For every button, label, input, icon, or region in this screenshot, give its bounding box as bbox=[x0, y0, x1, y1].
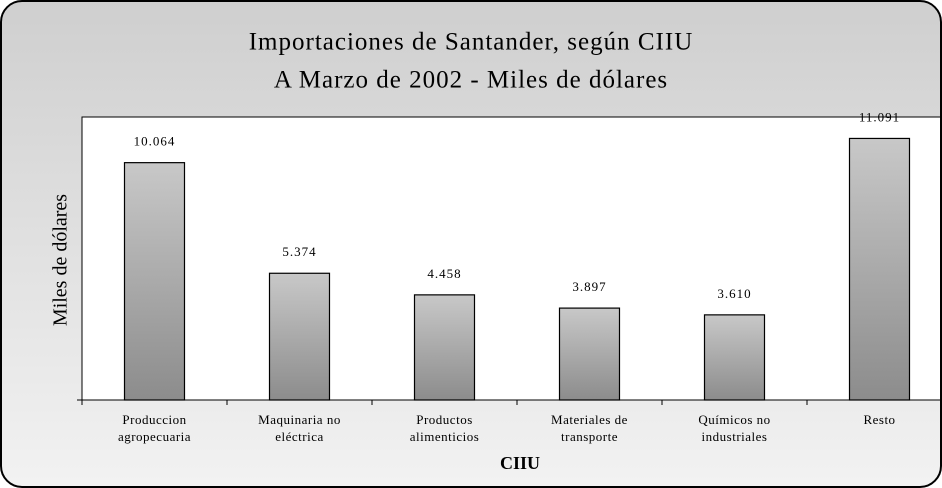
data-label: 3.897 bbox=[572, 279, 606, 294]
bar bbox=[848, 137, 911, 401]
y-axis-label: Miles de dólares bbox=[50, 194, 72, 326]
chart-subtitle: A Marzo de 2002 - Miles de dólares bbox=[274, 67, 668, 94]
x-tick-label: Químicos no industriales bbox=[698, 412, 771, 444]
x-tick-label: Maquinaria no eléctrica bbox=[258, 412, 341, 444]
bar bbox=[413, 294, 476, 401]
plot-area bbox=[81, 116, 940, 401]
x-axis-label: CIIU bbox=[500, 453, 540, 473]
bar bbox=[123, 162, 186, 401]
chart-title: Importaciones de Santander, según CIIU bbox=[249, 29, 694, 56]
x-tick-label: Materiales de transporte bbox=[551, 412, 628, 444]
x-tick-label: Resto bbox=[863, 412, 896, 427]
data-label: 11.091 bbox=[859, 109, 900, 124]
bar bbox=[558, 307, 621, 401]
bar bbox=[268, 272, 331, 401]
data-label: 10.064 bbox=[134, 134, 176, 149]
x-tick-label: Produccion agropecuaria bbox=[117, 412, 192, 444]
data-label: 5.374 bbox=[282, 244, 316, 259]
bar bbox=[703, 314, 766, 401]
x-tick-label: Productos alimenticios bbox=[409, 412, 480, 444]
data-label: 4.458 bbox=[427, 266, 461, 281]
data-label: 3.610 bbox=[717, 286, 751, 301]
